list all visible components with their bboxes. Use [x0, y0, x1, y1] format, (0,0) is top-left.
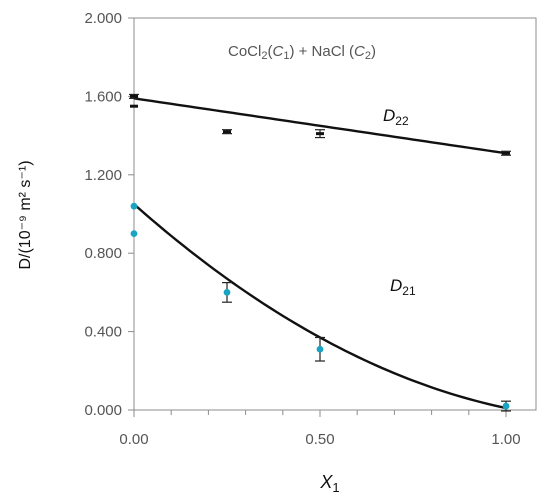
x-axis-label: X1 — [319, 472, 339, 495]
x-axis-label-sub: 1 — [332, 480, 339, 495]
annotation-part: ) + NaCl ( — [289, 43, 354, 60]
plot-frame — [133, 17, 537, 411]
data-point-D22 — [130, 94, 138, 98]
data-point-D22 — [316, 132, 324, 136]
annotation-part: 1 — [283, 50, 289, 62]
annotation-label: CoCl2(C1) + NaCl (C2) — [228, 43, 376, 62]
data-point-D21 — [502, 402, 510, 410]
annotation-part: C — [272, 43, 283, 60]
annotation-part: 2 — [261, 50, 267, 62]
annotation-part: C — [354, 43, 365, 60]
y-tick-label: 1.200 — [84, 167, 122, 184]
y-tick-label: 0.000 — [84, 402, 122, 419]
data-point-D21 — [130, 202, 138, 210]
series-label-D22: D22 — [383, 106, 409, 128]
x-tick-label: 0.50 — [305, 431, 334, 448]
annotation-part: ( — [267, 43, 272, 60]
series-label-sub: 21 — [402, 284, 416, 298]
x-axis-label-main: X — [319, 472, 333, 492]
y-tick-label: 2.000 — [84, 10, 122, 27]
data-point-D21 — [316, 345, 324, 353]
annotation-part: 2 — [365, 50, 371, 62]
data-point-D22 — [130, 104, 138, 108]
series-label-main: D — [383, 106, 395, 125]
y-tick-label: 0.800 — [84, 245, 122, 262]
series-label-sub: 22 — [395, 114, 409, 128]
x-tick-label: 0.00 — [119, 431, 148, 448]
data-point-D21 — [223, 289, 231, 296]
series-label-main: D — [390, 276, 402, 295]
annotation-part: ) — [371, 43, 376, 60]
data-point-D22 — [223, 130, 231, 134]
y-tick-label: 0.400 — [84, 324, 122, 341]
annotation-part: CoCl — [228, 43, 261, 60]
series-label-D21: D21 — [390, 276, 416, 298]
y-axis-label: D/(10⁻⁹ m² s⁻¹) — [17, 160, 34, 269]
fit-line-D21 — [133, 203, 507, 410]
x-tick-label: 1.00 — [491, 431, 520, 448]
fit-line-D22 — [133, 97, 507, 155]
data-point-D21 — [130, 230, 138, 238]
y-tick-label: 1.600 — [84, 88, 122, 105]
data-point-D22 — [502, 151, 510, 155]
